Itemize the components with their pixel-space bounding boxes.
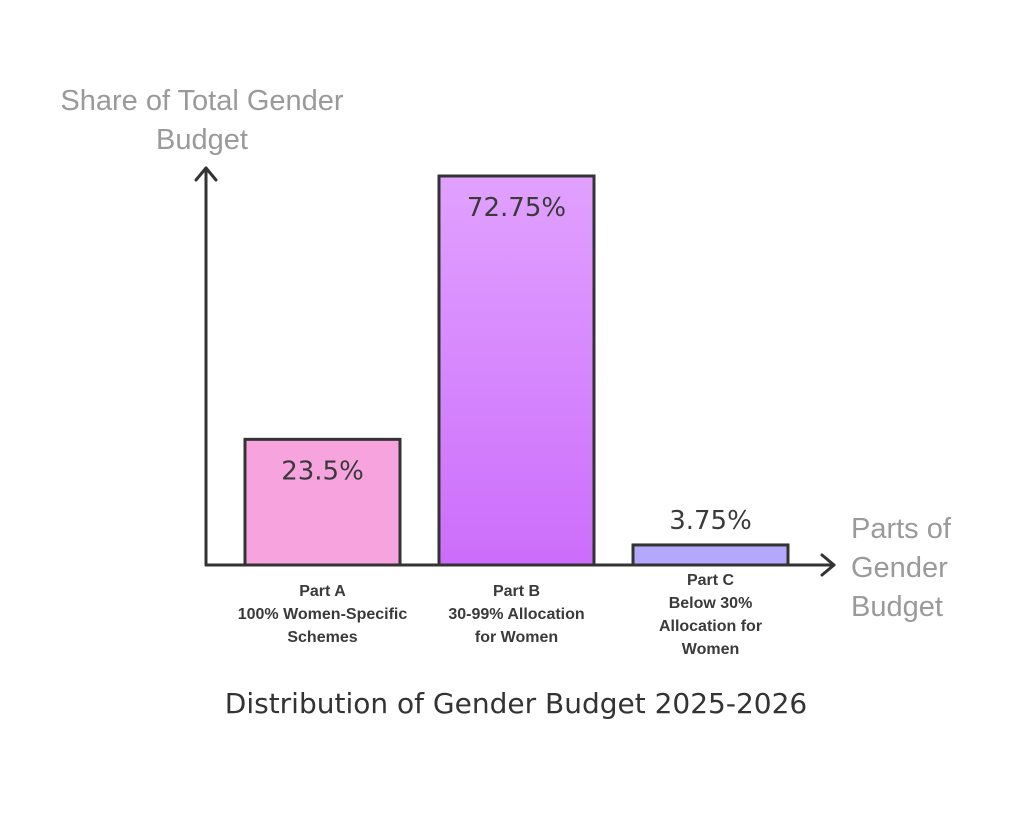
chart-title: Distribution of Gender Budget 2025-2026 bbox=[225, 687, 807, 720]
category-label-2: Part B 30-99% Allocation for Women bbox=[448, 583, 584, 646]
category-label-3: Part C Below 30% Allocation for Women bbox=[659, 572, 762, 658]
bar-1 bbox=[243, 437, 402, 567]
category-label-1: Part A 100% Women-Specific Schemes bbox=[238, 583, 408, 646]
value-label-3: 3.75% bbox=[669, 506, 752, 536]
x-axis-title: Parts of Gender Budget bbox=[851, 513, 952, 623]
value-label-1: 23.5% bbox=[281, 456, 364, 486]
bar-3 bbox=[631, 543, 790, 567]
value-labels: 23.5% 72.75% 3.75% bbox=[281, 193, 752, 536]
x-axis-arrow bbox=[820, 553, 836, 577]
category-labels: Part A 100% Women-Specific Schemes Part B 30… bbox=[238, 572, 762, 658]
y-axis-arrow bbox=[194, 166, 218, 182]
bars bbox=[243, 174, 790, 567]
y-axis-title: Share of Total Gender Budget bbox=[60, 85, 344, 156]
value-label-2: 72.75% bbox=[467, 193, 566, 223]
bar-2 bbox=[437, 174, 596, 567]
